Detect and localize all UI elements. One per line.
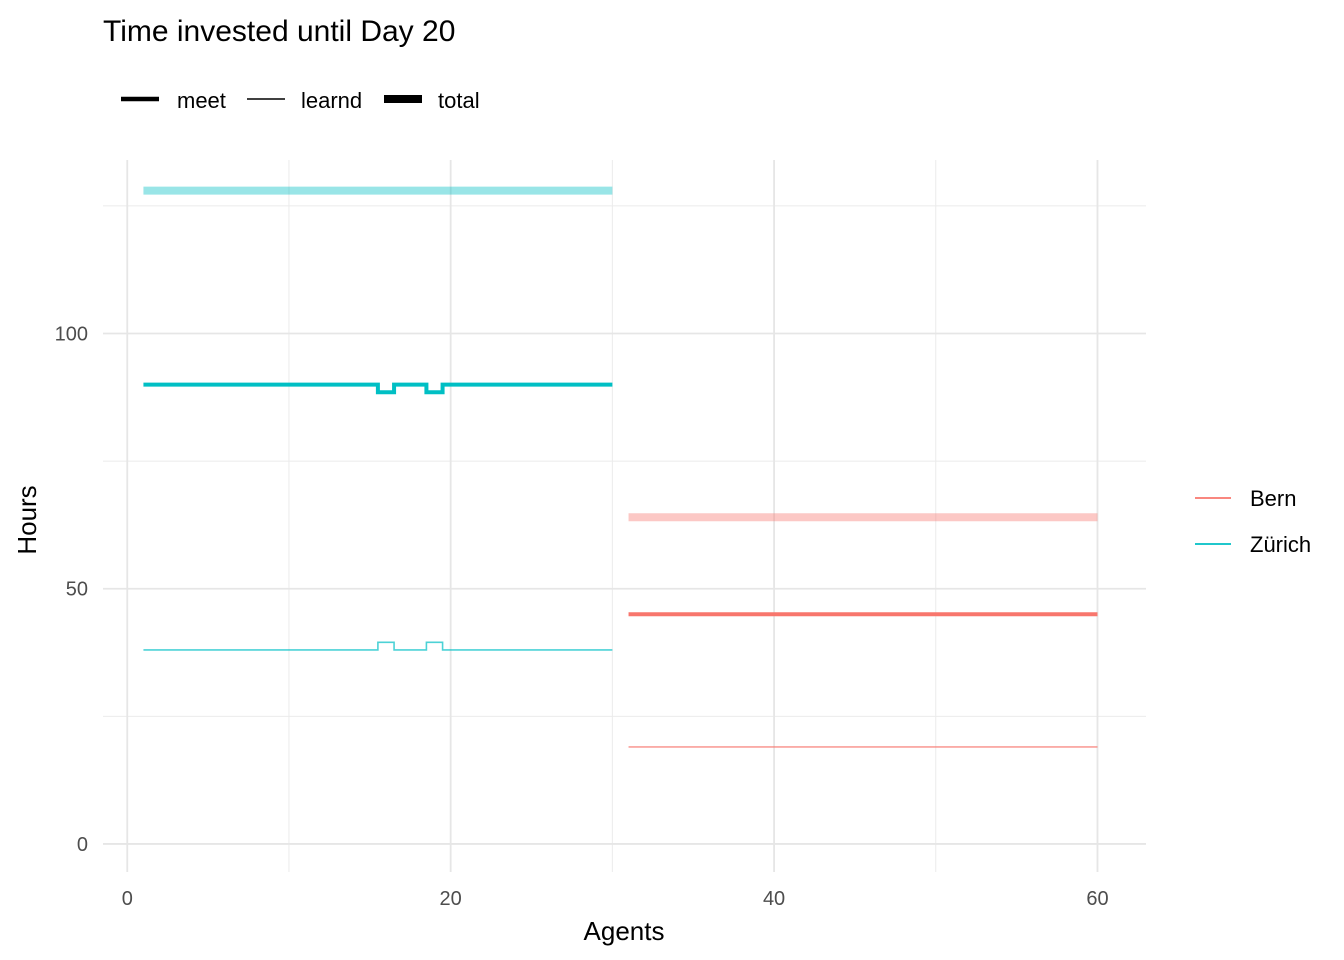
x-tick-label: 60 bbox=[1086, 888, 1108, 910]
y-tick-label: 50 bbox=[66, 579, 88, 601]
legend-label-meet: meet bbox=[177, 88, 226, 113]
series-line-z-rich-learnd bbox=[143, 641, 613, 651]
y-axis-ticks: 0 50 100 bbox=[55, 324, 88, 856]
x-tick-label: 0 bbox=[122, 888, 133, 910]
series-line-z-rich-meet bbox=[143, 382, 613, 395]
x-tick-label: 40 bbox=[763, 888, 785, 910]
y-tick-label: 100 bbox=[55, 324, 88, 346]
legend-label-color: Bern bbox=[1250, 486, 1296, 511]
x-axis-ticks: 0 20 40 60 bbox=[122, 888, 1109, 910]
major-gridlines bbox=[103, 160, 1146, 872]
y-tick-label: 0 bbox=[77, 834, 88, 856]
minor-gridlines bbox=[103, 160, 1146, 872]
x-axis-title: Agents bbox=[584, 916, 665, 946]
chart-title: Time invested until Day 20 bbox=[103, 15, 455, 48]
linetype-legend: meet learnd total bbox=[121, 88, 480, 113]
y-axis-title: Hours bbox=[12, 485, 42, 554]
data-series bbox=[143, 186, 1098, 748]
legend-label-color: Zürich bbox=[1250, 532, 1311, 557]
x-tick-label: 20 bbox=[440, 888, 462, 910]
color-legend: Bern Zürich bbox=[1195, 486, 1311, 557]
legend-label-learnd: learnd bbox=[301, 88, 362, 113]
legend-label-total: total bbox=[438, 88, 480, 113]
